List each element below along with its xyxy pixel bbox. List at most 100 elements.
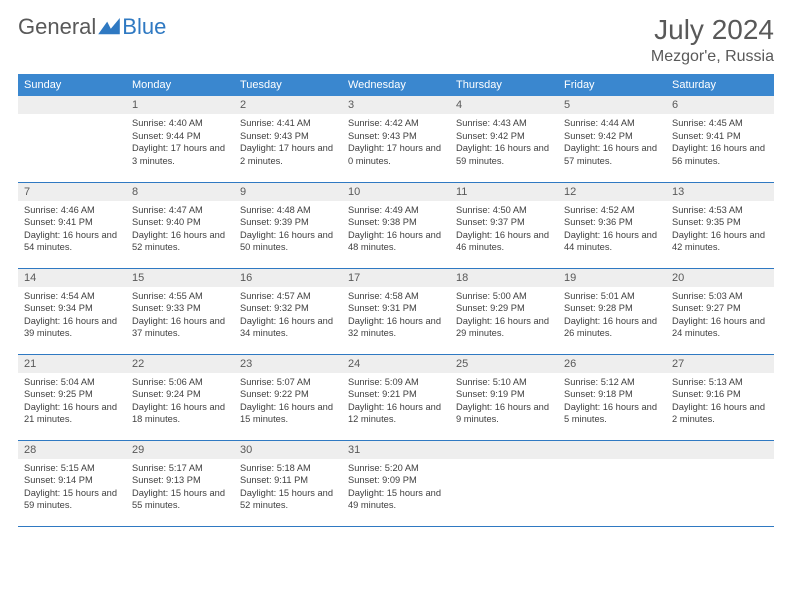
day-number: 26 — [558, 355, 666, 373]
day-details: Sunrise: 4:53 AMSunset: 9:35 PMDaylight:… — [666, 201, 774, 258]
day-number: 8 — [126, 183, 234, 201]
brand-part2: Blue — [122, 14, 166, 40]
day-number: 19 — [558, 269, 666, 287]
calendar-cell: 17Sunrise: 4:58 AMSunset: 9:31 PMDayligh… — [342, 268, 450, 354]
day-details: Sunrise: 4:43 AMSunset: 9:42 PMDaylight:… — [450, 114, 558, 171]
calendar-cell: 11Sunrise: 4:50 AMSunset: 9:37 PMDayligh… — [450, 182, 558, 268]
calendar-cell: 16Sunrise: 4:57 AMSunset: 9:32 PMDayligh… — [234, 268, 342, 354]
calendar-cell: 24Sunrise: 5:09 AMSunset: 9:21 PMDayligh… — [342, 354, 450, 440]
day-details: Sunrise: 4:55 AMSunset: 9:33 PMDaylight:… — [126, 287, 234, 344]
calendar-cell: 3Sunrise: 4:42 AMSunset: 9:43 PMDaylight… — [342, 96, 450, 182]
weekday-row: SundayMondayTuesdayWednesdayThursdayFrid… — [18, 74, 774, 96]
day-details: Sunrise: 4:50 AMSunset: 9:37 PMDaylight:… — [450, 201, 558, 258]
day-number: 1 — [126, 96, 234, 114]
calendar-cell: 20Sunrise: 5:03 AMSunset: 9:27 PMDayligh… — [666, 268, 774, 354]
day-details: Sunrise: 5:03 AMSunset: 9:27 PMDaylight:… — [666, 287, 774, 344]
day-details: Sunrise: 5:10 AMSunset: 9:19 PMDaylight:… — [450, 373, 558, 430]
calendar-cell: 1Sunrise: 4:40 AMSunset: 9:44 PMDaylight… — [126, 96, 234, 182]
weekday-header: Saturday — [666, 74, 774, 96]
calendar-week-row: 21Sunrise: 5:04 AMSunset: 9:25 PMDayligh… — [18, 354, 774, 440]
calendar-cell: 29Sunrise: 5:17 AMSunset: 9:13 PMDayligh… — [126, 440, 234, 526]
day-number: 11 — [450, 183, 558, 201]
day-number: 27 — [666, 355, 774, 373]
weekday-header: Monday — [126, 74, 234, 96]
day-details: Sunrise: 4:47 AMSunset: 9:40 PMDaylight:… — [126, 201, 234, 258]
calendar-cell: 22Sunrise: 5:06 AMSunset: 9:24 PMDayligh… — [126, 354, 234, 440]
day-details: Sunrise: 4:42 AMSunset: 9:43 PMDaylight:… — [342, 114, 450, 171]
day-number: 6 — [666, 96, 774, 114]
calendar-cell: 12Sunrise: 4:52 AMSunset: 9:36 PMDayligh… — [558, 182, 666, 268]
day-details: Sunrise: 4:40 AMSunset: 9:44 PMDaylight:… — [126, 114, 234, 171]
calendar-cell: 21Sunrise: 5:04 AMSunset: 9:25 PMDayligh… — [18, 354, 126, 440]
day-number: 7 — [18, 183, 126, 201]
day-details: Sunrise: 5:20 AMSunset: 9:09 PMDaylight:… — [342, 459, 450, 516]
location-label: Mezgor'e, Russia — [651, 48, 774, 66]
calendar-cell: 8Sunrise: 4:47 AMSunset: 9:40 PMDaylight… — [126, 182, 234, 268]
day-details: Sunrise: 5:00 AMSunset: 9:29 PMDaylight:… — [450, 287, 558, 344]
calendar-cell: 10Sunrise: 4:49 AMSunset: 9:38 PMDayligh… — [342, 182, 450, 268]
day-number: 16 — [234, 269, 342, 287]
calendar-cell — [18, 96, 126, 182]
title-block: July 2024 Mezgor'e, Russia — [651, 14, 774, 66]
day-number: 10 — [342, 183, 450, 201]
calendar-cell: 18Sunrise: 5:00 AMSunset: 9:29 PMDayligh… — [450, 268, 558, 354]
calendar-week-row: 14Sunrise: 4:54 AMSunset: 9:34 PMDayligh… — [18, 268, 774, 354]
day-number-empty — [666, 441, 774, 459]
calendar-cell — [666, 440, 774, 526]
day-number-empty — [450, 441, 558, 459]
calendar-cell: 9Sunrise: 4:48 AMSunset: 9:39 PMDaylight… — [234, 182, 342, 268]
calendar-cell: 15Sunrise: 4:55 AMSunset: 9:33 PMDayligh… — [126, 268, 234, 354]
day-details: Sunrise: 5:06 AMSunset: 9:24 PMDaylight:… — [126, 373, 234, 430]
day-details: Sunrise: 5:17 AMSunset: 9:13 PMDaylight:… — [126, 459, 234, 516]
day-details: Sunrise: 5:12 AMSunset: 9:18 PMDaylight:… — [558, 373, 666, 430]
day-number: 21 — [18, 355, 126, 373]
day-details: Sunrise: 4:41 AMSunset: 9:43 PMDaylight:… — [234, 114, 342, 171]
day-number: 29 — [126, 441, 234, 459]
day-details: Sunrise: 4:45 AMSunset: 9:41 PMDaylight:… — [666, 114, 774, 171]
day-number-empty — [558, 441, 666, 459]
calendar-cell: 4Sunrise: 4:43 AMSunset: 9:42 PMDaylight… — [450, 96, 558, 182]
day-details: Sunrise: 5:04 AMSunset: 9:25 PMDaylight:… — [18, 373, 126, 430]
day-details: Sunrise: 4:58 AMSunset: 9:31 PMDaylight:… — [342, 287, 450, 344]
day-details: Sunrise: 4:49 AMSunset: 9:38 PMDaylight:… — [342, 201, 450, 258]
day-details: Sunrise: 4:57 AMSunset: 9:32 PMDaylight:… — [234, 287, 342, 344]
calendar-table: SundayMondayTuesdayWednesdayThursdayFrid… — [18, 74, 774, 527]
day-details: Sunrise: 5:18 AMSunset: 9:11 PMDaylight:… — [234, 459, 342, 516]
day-number: 4 — [450, 96, 558, 114]
brand-part1: General — [18, 14, 96, 40]
day-details: Sunrise: 5:09 AMSunset: 9:21 PMDaylight:… — [342, 373, 450, 430]
day-details: Sunrise: 5:07 AMSunset: 9:22 PMDaylight:… — [234, 373, 342, 430]
calendar-cell: 27Sunrise: 5:13 AMSunset: 9:16 PMDayligh… — [666, 354, 774, 440]
day-number-empty — [18, 96, 126, 114]
day-number: 5 — [558, 96, 666, 114]
month-title: July 2024 — [651, 14, 774, 46]
day-details: Sunrise: 4:54 AMSunset: 9:34 PMDaylight:… — [18, 287, 126, 344]
calendar-week-row: 7Sunrise: 4:46 AMSunset: 9:41 PMDaylight… — [18, 182, 774, 268]
day-number: 25 — [450, 355, 558, 373]
weekday-header: Tuesday — [234, 74, 342, 96]
day-details: Sunrise: 4:52 AMSunset: 9:36 PMDaylight:… — [558, 201, 666, 258]
day-number: 24 — [342, 355, 450, 373]
calendar-cell: 5Sunrise: 4:44 AMSunset: 9:42 PMDaylight… — [558, 96, 666, 182]
day-details: Sunrise: 5:15 AMSunset: 9:14 PMDaylight:… — [18, 459, 126, 516]
calendar-head: SundayMondayTuesdayWednesdayThursdayFrid… — [18, 74, 774, 96]
day-number: 15 — [126, 269, 234, 287]
weekday-header: Thursday — [450, 74, 558, 96]
day-number: 28 — [18, 441, 126, 459]
brand-logo: General Blue — [18, 14, 166, 40]
weekday-header: Friday — [558, 74, 666, 96]
page-header: General Blue July 2024 Mezgor'e, Russia — [18, 14, 774, 66]
calendar-week-row: 28Sunrise: 5:15 AMSunset: 9:14 PMDayligh… — [18, 440, 774, 526]
day-number: 2 — [234, 96, 342, 114]
day-number: 23 — [234, 355, 342, 373]
day-details: Sunrise: 5:01 AMSunset: 9:28 PMDaylight:… — [558, 287, 666, 344]
calendar-cell — [558, 440, 666, 526]
calendar-cell: 14Sunrise: 4:54 AMSunset: 9:34 PMDayligh… — [18, 268, 126, 354]
day-number: 13 — [666, 183, 774, 201]
calendar-cell: 19Sunrise: 5:01 AMSunset: 9:28 PMDayligh… — [558, 268, 666, 354]
weekday-header: Wednesday — [342, 74, 450, 96]
logo-icon — [98, 18, 120, 36]
calendar-cell: 26Sunrise: 5:12 AMSunset: 9:18 PMDayligh… — [558, 354, 666, 440]
calendar-cell: 23Sunrise: 5:07 AMSunset: 9:22 PMDayligh… — [234, 354, 342, 440]
calendar-cell: 30Sunrise: 5:18 AMSunset: 9:11 PMDayligh… — [234, 440, 342, 526]
